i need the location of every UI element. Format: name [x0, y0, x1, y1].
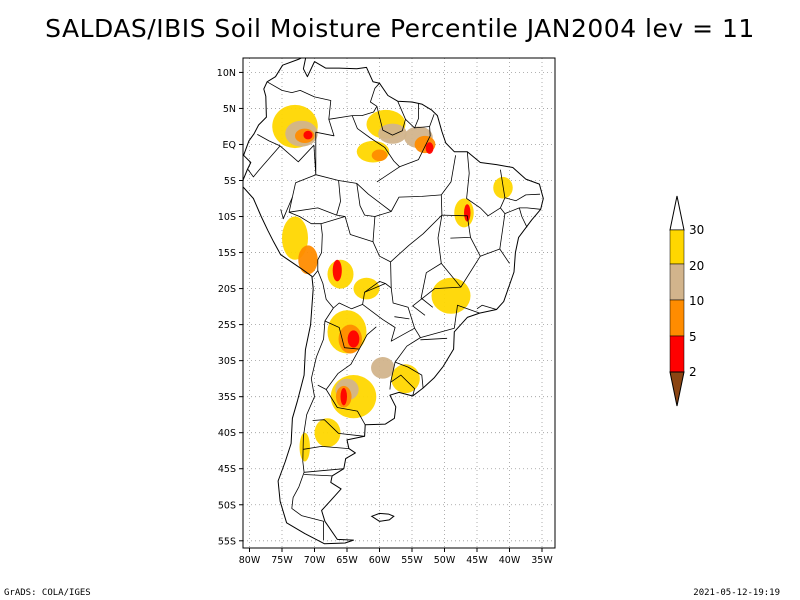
- shaded-region-argentina-north-red: [347, 330, 360, 348]
- colorbar-bin-yellow: [669, 229, 685, 265]
- shaded-region-suriname-red: [425, 142, 434, 154]
- lat-tick-label: 5S: [224, 176, 236, 187]
- footer-timestamp: 2021-05-12-19:19: [693, 588, 780, 598]
- footer-credit: GrADS: COLA/IGES: [4, 588, 91, 598]
- shaded-region-paraguay-yellow: [353, 277, 380, 300]
- lon-tick-label: 70W: [304, 555, 326, 566]
- lon-tick-label: 65W: [336, 555, 358, 566]
- falkland-islands-outline: [370, 512, 395, 522]
- lat-tick-label: 10N: [217, 68, 236, 79]
- plot-frame: [242, 57, 556, 549]
- country-border: [470, 237, 481, 257]
- country-border: [405, 103, 419, 129]
- shaded-region-peru-andes-orange: [298, 245, 318, 275]
- country-border: [362, 287, 416, 342]
- country-border: [304, 468, 344, 473]
- country-border: [420, 337, 448, 341]
- lat-tick-label: 55S: [218, 536, 236, 547]
- country-border: [420, 262, 462, 308]
- country-border: [437, 214, 471, 264]
- lat-tick-label: EQ: [223, 140, 236, 151]
- colorbar-bin-tan: [669, 263, 685, 301]
- colorbar-bin-orange: [669, 299, 685, 337]
- country-outlines: [243, 58, 544, 545]
- country-border: [280, 196, 293, 220]
- country-border: [390, 155, 456, 263]
- country-border: [247, 145, 281, 178]
- country-border: [288, 174, 323, 278]
- country-border: [499, 213, 506, 250]
- shaded-region-chile-coast-yellow: [299, 432, 310, 462]
- shaded-region-uruguay-yellow: [391, 364, 420, 394]
- country-border: [364, 280, 386, 293]
- colorbar: 30 20 10 5 2: [669, 195, 704, 407]
- country-border: [336, 180, 341, 216]
- country-border: [372, 194, 442, 242]
- lon-tick-label: 45W: [466, 555, 488, 566]
- country-border: [303, 445, 349, 450]
- shaded-region-patagonia-yellow: [314, 418, 341, 448]
- map-title: SALDAS/IBIS Soil Moisture Percentile JAN…: [45, 14, 755, 43]
- lat-tick-label: 35S: [218, 392, 236, 403]
- shaded-region-guyana-tan: [378, 123, 407, 144]
- shaded-region-nordeste-red: [464, 204, 471, 222]
- country-border: [257, 81, 335, 176]
- lat-tick-label: 5N: [223, 104, 236, 115]
- shaded-region-colombia-north-red: [303, 130, 313, 140]
- lat-tick-label: 10S: [218, 212, 236, 223]
- shaded-region-peru-andes-yellow: [282, 216, 308, 260]
- country-border: [289, 207, 346, 217]
- country-border: [356, 183, 375, 217]
- colorbar-label-2: 2: [689, 365, 697, 379]
- lat-tick-label: 40S: [218, 428, 236, 439]
- lon-tick-label: 60W: [369, 555, 391, 566]
- country-border: [376, 101, 406, 136]
- country-border: [324, 320, 360, 350]
- shaded-region-amazon-orange: [371, 149, 388, 162]
- country-border: [504, 193, 541, 202]
- lat-tick-label: 50S: [218, 500, 236, 511]
- colorbar-label-20: 20: [689, 259, 704, 273]
- lon-tick-label: 55W: [401, 555, 423, 566]
- colorbar-top-triangle: [669, 195, 685, 231]
- shaded-region-brazil-se-yellow: [431, 277, 471, 314]
- colorbar-bottom-triangle: [669, 371, 685, 407]
- country-border: [304, 474, 333, 477]
- lat-tick-label: 45S: [218, 464, 236, 475]
- country-border: [394, 316, 410, 320]
- lat-tick-label: 30S: [218, 356, 236, 367]
- lon-tick-label: 50W: [434, 555, 456, 566]
- country-border: [420, 304, 480, 338]
- country-border: [317, 384, 366, 425]
- axis-ticks: 80W 75W 70W 65W 60W 55W 50W 45W 40W 35W 10N 5N EQ 5S 1…: [217, 68, 554, 566]
- country-border: [317, 216, 392, 310]
- country-border: [390, 374, 416, 397]
- country-border: [399, 126, 431, 168]
- colorbar-label-10: 10: [689, 294, 704, 308]
- country-border: [518, 207, 528, 228]
- colorbar-label-30: 30: [689, 223, 704, 237]
- lon-tick-label: 40W: [499, 555, 521, 566]
- shaded-region-bolivia-red: [332, 259, 342, 282]
- lon-tick-label: 80W: [239, 555, 261, 566]
- country-border: [291, 307, 334, 522]
- country-border: [476, 304, 497, 310]
- country-border: [312, 419, 365, 437]
- shaded-region-uruguay-tan: [371, 357, 395, 379]
- shaded-region-pampa-red: [340, 388, 347, 406]
- continent-coastline: [243, 58, 544, 545]
- country-border: [328, 82, 380, 120]
- colorbar-bin-red: [669, 335, 685, 373]
- lat-tick-label: 15S: [218, 248, 236, 259]
- lat-tick-label: 25S: [218, 320, 236, 331]
- lon-tick-label: 35W: [531, 555, 553, 566]
- lon-tick-label: 75W: [271, 555, 293, 566]
- colorbar-label-5: 5: [689, 330, 697, 344]
- country-border: [466, 151, 506, 217]
- country-border: [325, 326, 377, 390]
- lat-tick-label: 20S: [218, 284, 236, 295]
